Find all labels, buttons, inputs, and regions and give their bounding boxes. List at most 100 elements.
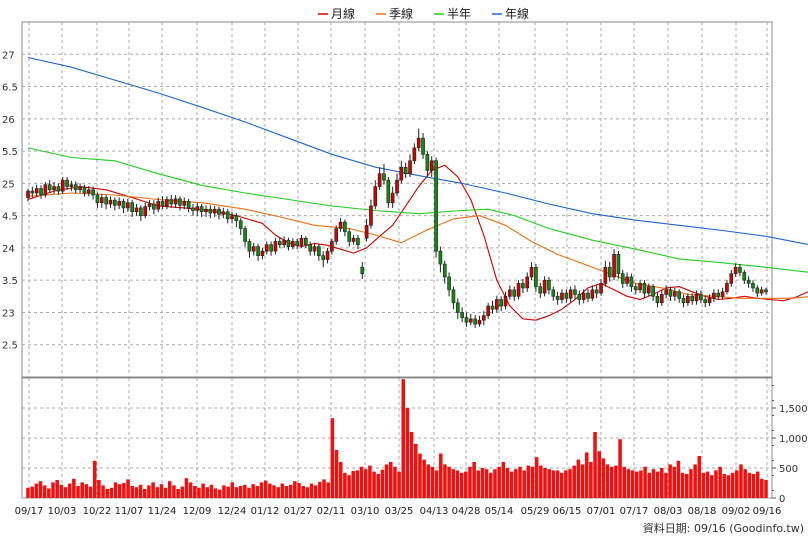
candle — [573, 285, 577, 300]
candle-body — [646, 286, 651, 294]
candle — [403, 162, 408, 179]
candle — [217, 206, 221, 220]
volume-bar — [326, 482, 330, 498]
volume-bar — [609, 466, 614, 498]
candle-body — [620, 273, 625, 284]
candle-body — [642, 283, 647, 294]
candle-body — [490, 305, 495, 310]
volume-bar — [193, 486, 197, 498]
candle-body — [121, 201, 126, 209]
candle-body — [516, 283, 521, 297]
volume-bar — [484, 469, 489, 498]
candle-body — [594, 289, 599, 294]
candle-body — [273, 241, 278, 252]
candle — [464, 312, 469, 327]
candle — [104, 194, 108, 210]
candle — [616, 251, 621, 279]
candle — [351, 235, 356, 245]
candle — [295, 238, 299, 250]
candle-body — [304, 237, 308, 245]
x-tick-label: 03/25 — [385, 506, 414, 517]
volume-bar — [263, 480, 268, 498]
volume-bar — [205, 487, 210, 498]
candle-body — [60, 179, 65, 192]
candle — [334, 225, 339, 245]
candle-body — [364, 225, 369, 239]
volume-bar — [134, 487, 139, 498]
candle-body — [451, 289, 456, 304]
candle-body — [52, 186, 56, 191]
candle — [521, 278, 525, 294]
x-tick-label: 11/07 — [115, 506, 144, 517]
candle — [130, 200, 135, 217]
candle — [451, 286, 456, 310]
volume-bar — [172, 485, 176, 498]
volume-bar — [697, 456, 702, 498]
candle — [186, 198, 191, 213]
candle — [425, 151, 430, 177]
volume-bar — [526, 465, 531, 498]
volume-bar — [426, 464, 431, 498]
candle — [195, 202, 200, 216]
candle — [182, 197, 187, 210]
volume-grid — [22, 378, 772, 499]
volume-bar — [626, 469, 631, 498]
candle-body — [659, 294, 664, 304]
volume-bar — [363, 469, 368, 498]
volume-bar — [76, 486, 80, 498]
candle-body — [694, 294, 699, 302]
volume-bar — [397, 471, 401, 498]
candle-body — [482, 315, 486, 321]
candle-body — [442, 263, 447, 278]
candle-body — [425, 154, 430, 171]
price-y-axis: 27 6.5 26 5.5 25 4.5 24 3.5 23 2.5 — [2, 50, 18, 351]
volume-bar — [593, 432, 597, 498]
candle — [304, 236, 308, 248]
moving-average-lines — [27, 56, 808, 321]
candle-body — [99, 197, 104, 204]
volume-bar — [739, 464, 743, 498]
volume-bar — [338, 462, 343, 498]
volume-bar — [272, 485, 276, 498]
candle — [551, 286, 556, 301]
candle-body — [334, 228, 339, 242]
candle-body — [212, 208, 217, 214]
volume-bar — [251, 484, 255, 498]
candle-body — [629, 276, 634, 287]
candle-body — [729, 273, 734, 284]
candle-body — [725, 283, 729, 293]
candle-body — [173, 198, 178, 205]
volume-bar — [355, 470, 360, 498]
candle — [73, 181, 78, 194]
candle-body — [486, 305, 490, 316]
candle — [373, 180, 378, 210]
volume-bar — [639, 470, 643, 498]
candle-body — [612, 254, 616, 278]
price-grid — [22, 22, 772, 377]
volume-bar — [276, 487, 280, 498]
volume-bar — [747, 472, 752, 498]
volume-bar — [472, 462, 476, 498]
volume-bar — [455, 470, 460, 498]
candle-body — [625, 276, 629, 284]
volume-bar — [413, 444, 418, 498]
volume-bar — [618, 439, 622, 498]
candle — [312, 242, 317, 256]
candle-body — [204, 208, 208, 213]
candle — [512, 286, 517, 301]
candle — [482, 311, 486, 326]
candle-body — [525, 276, 530, 289]
price-y-tick-label: 26 — [2, 115, 15, 126]
candle-body — [126, 202, 130, 209]
volume-bar — [401, 379, 406, 498]
candle-body — [390, 192, 395, 204]
candle-body — [308, 244, 312, 252]
candle-body — [542, 279, 547, 294]
x-tick-label: 05/14 — [485, 506, 514, 517]
candle — [113, 197, 117, 211]
ma-line — [27, 56, 808, 245]
volume-y-tick-label: 1,500 — [779, 404, 808, 415]
volume-bar — [509, 471, 514, 498]
volume-bar — [347, 475, 351, 498]
volume-bar — [142, 489, 147, 498]
